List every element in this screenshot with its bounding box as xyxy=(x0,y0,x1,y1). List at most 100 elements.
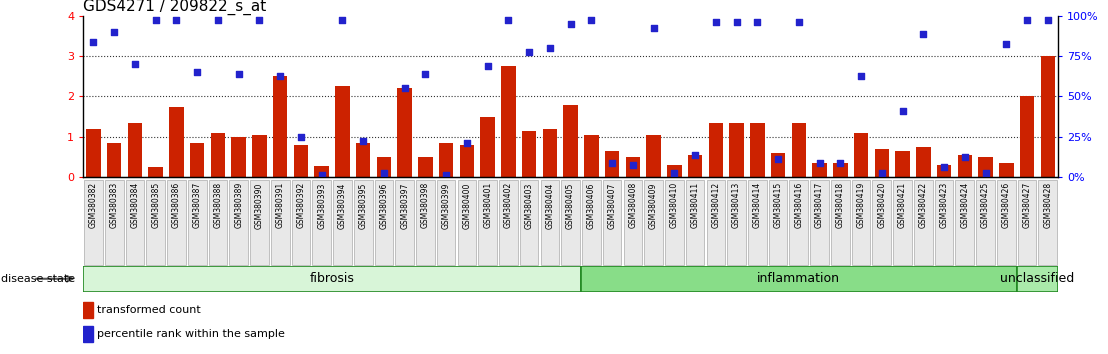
FancyBboxPatch shape xyxy=(479,179,497,265)
FancyBboxPatch shape xyxy=(105,179,124,265)
Point xyxy=(769,156,787,162)
Bar xyxy=(750,122,765,177)
Point xyxy=(500,17,517,23)
Bar xyxy=(460,145,474,177)
Text: GSM380386: GSM380386 xyxy=(172,182,181,228)
Bar xyxy=(148,167,163,177)
Point xyxy=(935,164,953,170)
FancyBboxPatch shape xyxy=(748,179,767,265)
Text: GSM380421: GSM380421 xyxy=(899,182,907,228)
Point xyxy=(686,152,704,158)
Text: GSM380425: GSM380425 xyxy=(981,182,991,228)
Text: GSM380395: GSM380395 xyxy=(359,182,368,229)
Bar xyxy=(356,143,370,177)
Bar xyxy=(83,302,93,318)
Point xyxy=(250,17,268,23)
Text: transformed count: transformed count xyxy=(96,305,201,315)
Point xyxy=(438,172,455,178)
Point xyxy=(624,162,642,168)
Point xyxy=(105,29,123,35)
Bar xyxy=(189,143,205,177)
FancyBboxPatch shape xyxy=(167,179,186,265)
FancyBboxPatch shape xyxy=(935,179,953,265)
Point xyxy=(811,160,829,166)
FancyBboxPatch shape xyxy=(581,266,1017,292)
Text: GSM380402: GSM380402 xyxy=(504,182,513,228)
Bar xyxy=(957,155,972,177)
Text: GSM380383: GSM380383 xyxy=(110,182,119,228)
Point xyxy=(873,170,891,176)
Bar xyxy=(522,131,536,177)
FancyBboxPatch shape xyxy=(146,179,165,265)
Point xyxy=(521,49,538,55)
Point xyxy=(583,17,601,23)
Point xyxy=(666,170,684,176)
Text: GSM380385: GSM380385 xyxy=(151,182,161,228)
FancyBboxPatch shape xyxy=(686,179,705,265)
FancyBboxPatch shape xyxy=(872,179,891,265)
Point xyxy=(396,86,413,91)
Point xyxy=(894,108,912,113)
Text: disease state: disease state xyxy=(1,274,75,284)
FancyBboxPatch shape xyxy=(312,179,331,265)
FancyBboxPatch shape xyxy=(893,179,912,265)
Point xyxy=(417,72,434,77)
FancyBboxPatch shape xyxy=(375,179,393,265)
Bar xyxy=(315,166,329,177)
Text: GSM380416: GSM380416 xyxy=(794,182,803,228)
Text: GSM380401: GSM380401 xyxy=(483,182,492,228)
Point xyxy=(312,172,330,178)
Point xyxy=(541,45,558,51)
Bar xyxy=(874,149,889,177)
Bar xyxy=(667,165,681,177)
Text: GDS4271 / 209822_s_at: GDS4271 / 209822_s_at xyxy=(83,0,266,15)
Text: GSM380394: GSM380394 xyxy=(338,182,347,229)
Point xyxy=(603,160,620,166)
Bar xyxy=(543,129,557,177)
Bar xyxy=(170,107,184,177)
FancyBboxPatch shape xyxy=(976,179,995,265)
Bar xyxy=(791,122,807,177)
Bar xyxy=(211,133,225,177)
Text: GSM380423: GSM380423 xyxy=(940,182,948,228)
FancyBboxPatch shape xyxy=(270,179,289,265)
Text: GSM380409: GSM380409 xyxy=(649,182,658,229)
FancyBboxPatch shape xyxy=(188,179,206,265)
Text: GSM380405: GSM380405 xyxy=(566,182,575,229)
FancyBboxPatch shape xyxy=(1038,179,1057,265)
Text: GSM380418: GSM380418 xyxy=(835,182,844,228)
FancyBboxPatch shape xyxy=(852,179,871,265)
Text: GSM380417: GSM380417 xyxy=(815,182,824,228)
FancyBboxPatch shape xyxy=(582,179,601,265)
Point xyxy=(334,17,351,23)
Bar xyxy=(232,137,246,177)
Bar xyxy=(1040,56,1055,177)
FancyBboxPatch shape xyxy=(644,179,663,265)
Point xyxy=(458,140,475,145)
Bar xyxy=(812,163,827,177)
Text: GSM380406: GSM380406 xyxy=(587,182,596,229)
Point xyxy=(84,39,102,45)
FancyBboxPatch shape xyxy=(810,179,829,265)
Point xyxy=(147,17,165,23)
FancyBboxPatch shape xyxy=(727,179,746,265)
Text: GSM380398: GSM380398 xyxy=(421,182,430,228)
FancyBboxPatch shape xyxy=(125,179,144,265)
Point xyxy=(188,69,206,75)
FancyBboxPatch shape xyxy=(396,179,414,265)
Text: GSM380400: GSM380400 xyxy=(462,182,471,229)
FancyBboxPatch shape xyxy=(83,266,581,292)
FancyBboxPatch shape xyxy=(417,179,434,265)
Text: GSM380391: GSM380391 xyxy=(276,182,285,228)
Bar xyxy=(83,326,93,342)
Bar xyxy=(936,165,952,177)
Text: fibrosis: fibrosis xyxy=(309,272,355,285)
Text: GSM380410: GSM380410 xyxy=(670,182,679,228)
Text: GSM380415: GSM380415 xyxy=(773,182,782,228)
Bar xyxy=(584,135,598,177)
Bar xyxy=(127,122,142,177)
FancyBboxPatch shape xyxy=(1017,179,1036,265)
FancyBboxPatch shape xyxy=(84,179,103,265)
Point xyxy=(293,134,310,139)
FancyBboxPatch shape xyxy=(665,179,684,265)
